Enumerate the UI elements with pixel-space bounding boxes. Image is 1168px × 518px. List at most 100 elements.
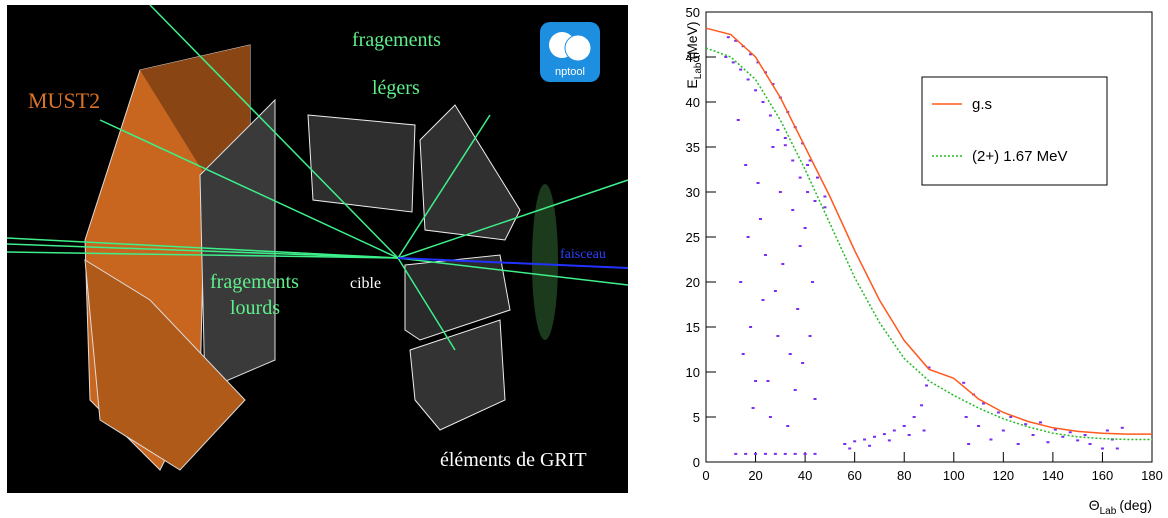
scatter-point: [813, 200, 817, 202]
scatter-point: [823, 195, 827, 198]
detector: [307, 114, 416, 213]
scatter-point: [803, 452, 807, 455]
legend: [921, 76, 1108, 186]
scatter-point: [746, 78, 750, 81]
x-axis-label: ΘLab (deg): [1089, 497, 1152, 517]
scatter-point: [996, 411, 1000, 414]
scatter-point: [982, 402, 986, 405]
scatter-point: [768, 114, 772, 117]
beam-label: faisceau: [560, 247, 606, 262]
scatter-point: [1031, 434, 1035, 436]
scatter-point: [1068, 431, 1072, 434]
scatter-point: [902, 425, 906, 427]
scatter-point: [808, 335, 812, 337]
x-tick-label: 160: [1092, 468, 1114, 483]
scatter-point: [731, 61, 735, 64]
scatter-point: [759, 218, 763, 220]
scatter-point: [754, 380, 758, 382]
scatter-point: [763, 254, 767, 256]
x-tick-label: 80: [897, 468, 911, 483]
scatter-point: [887, 439, 891, 442]
grit-label: éléments de GRIT: [440, 449, 587, 471]
detector: [419, 104, 521, 241]
y-tick-label: 35: [686, 140, 700, 155]
scatter-point: [1088, 443, 1092, 445]
x-tick-label: 180: [1141, 468, 1163, 483]
track: [397, 179, 629, 259]
y-tick-label: 30: [686, 185, 700, 200]
y-label-unit: (MeV): [684, 21, 700, 59]
scatter-point: [766, 380, 770, 382]
detector: [404, 254, 511, 341]
must2-lower: [84, 259, 246, 471]
scatter-point: [781, 263, 785, 265]
y-tick-label: 50: [686, 5, 700, 20]
scatter-point: [964, 416, 968, 418]
track: [397, 257, 456, 351]
legend-label: (2+) 1.67 MeV: [972, 148, 1067, 165]
scatter-point: [813, 398, 817, 400]
scatter-point: [925, 384, 929, 387]
y-tick-label: 20: [686, 275, 700, 290]
scatter-point: [912, 416, 916, 418]
scatter-point: [749, 53, 753, 56]
target-label: cible: [350, 275, 381, 292]
scatter-point: [734, 452, 738, 455]
scatter-point: [783, 137, 787, 139]
scatter-point: [823, 206, 827, 209]
y-label-sub: Lab: [693, 62, 704, 79]
scatter-point: [768, 416, 772, 418]
scatter-point: [1120, 426, 1124, 429]
scatter-point: [724, 56, 728, 58]
heavy-label: lourds: [230, 297, 280, 319]
scatter-point: [793, 389, 797, 391]
scatter-point: [922, 429, 926, 432]
scatter-point: [816, 176, 819, 179]
scatter-point: [726, 36, 730, 39]
scatter-point: [863, 438, 867, 441]
scatter-point: [736, 119, 740, 121]
x-tick-label: 60: [847, 468, 861, 483]
scatter-point: [1076, 439, 1080, 442]
scatter-point: [746, 236, 750, 238]
light-label: légers: [372, 77, 420, 99]
track: [397, 114, 491, 259]
scatter-point: [1115, 447, 1119, 450]
scatter-point: [1105, 429, 1109, 432]
series-line: [705, 27, 1152, 435]
scatter-point: [977, 425, 981, 427]
scatter-point: [754, 89, 758, 92]
track: [149, 4, 399, 259]
x-label-sub: Lab: [1100, 506, 1117, 517]
track: [6, 243, 399, 259]
y-tick-label: 45: [686, 50, 700, 65]
scatter-point: [744, 164, 748, 166]
scatter-point: [907, 434, 911, 436]
scatter-point: [962, 381, 966, 384]
logo-text: nptool: [555, 66, 585, 78]
scatter-point: [882, 433, 886, 436]
y-tick-label: 0: [693, 455, 700, 470]
scatter-point: [868, 444, 872, 447]
scatter-point: [749, 326, 753, 328]
x-tick-label: 100: [943, 468, 965, 483]
scatter-point: [793, 452, 797, 455]
scatter-point: [811, 281, 815, 283]
scatter-point: [853, 440, 857, 443]
scatter-point: [1100, 447, 1104, 450]
scatter-point: [803, 227, 807, 229]
logo-circle: [564, 34, 592, 62]
scatter-point: [788, 353, 792, 355]
scatter-point: [734, 39, 738, 42]
y-tick-label: 15: [686, 320, 700, 335]
x-tick-label: 0: [702, 468, 709, 483]
must2-label: MUST2: [28, 88, 100, 113]
scatter-point: [773, 290, 777, 292]
scatter-point: [813, 452, 817, 455]
must2-side: [199, 98, 276, 391]
beam-line: [397, 257, 629, 269]
scatter-point: [739, 68, 743, 71]
scatter-point: [786, 425, 790, 427]
